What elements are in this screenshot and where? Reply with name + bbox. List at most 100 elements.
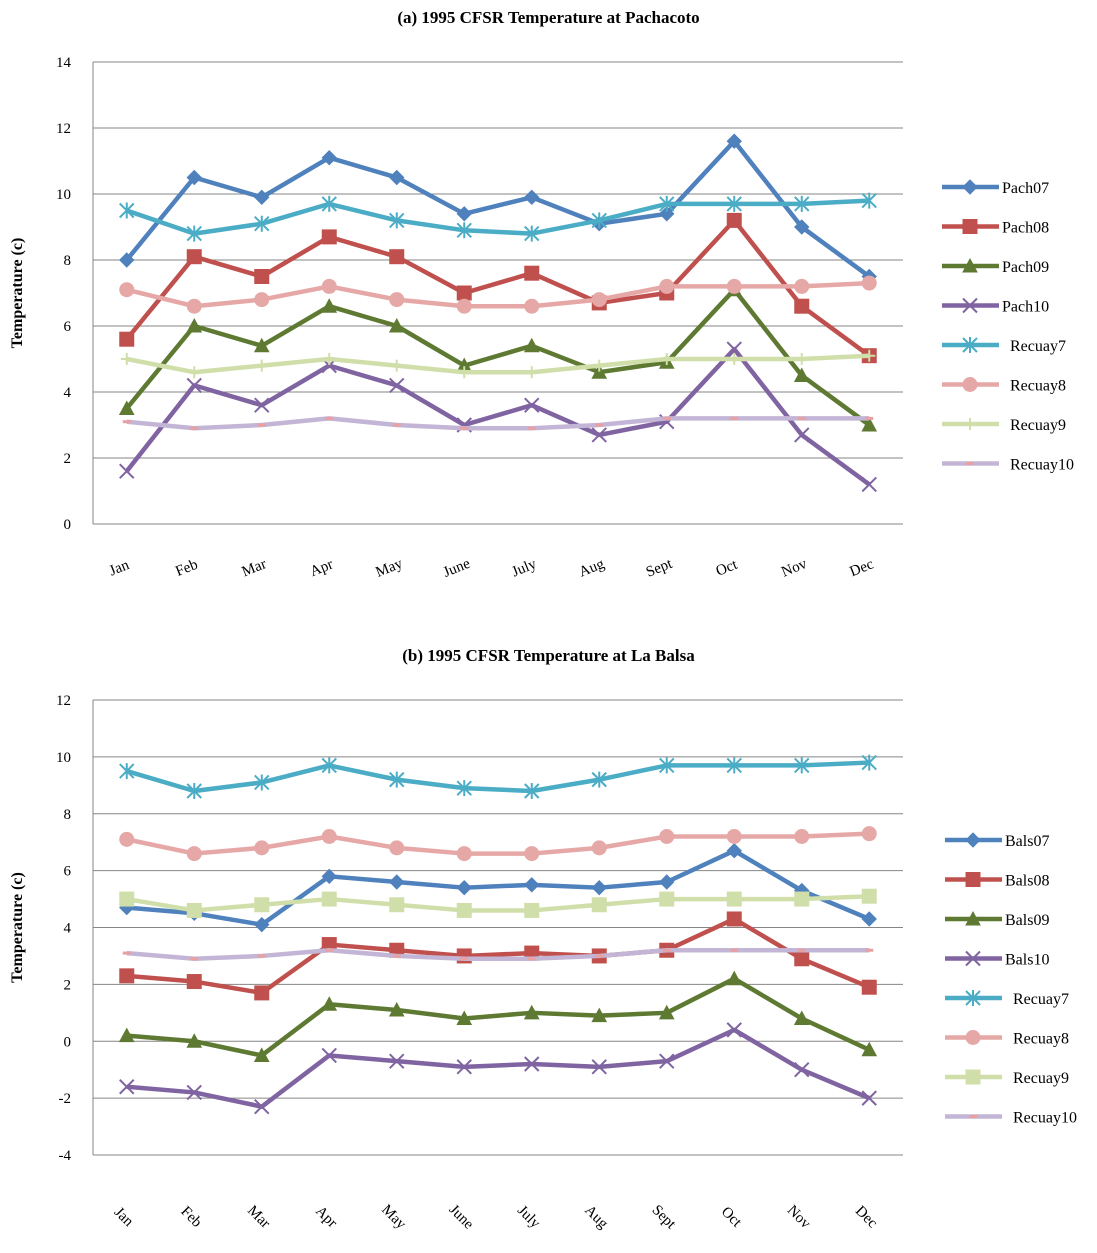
- x-tick-label: Sept: [648, 1202, 679, 1233]
- series-bals10: [119, 1022, 877, 1115]
- data-point: [527, 426, 536, 430]
- x-tick-label: Mar: [240, 556, 269, 580]
- data-point: [795, 353, 808, 365]
- data-point: [390, 359, 403, 372]
- legend-label: Pach08: [1002, 220, 1049, 237]
- data-point: [662, 416, 671, 420]
- legend-marker: [962, 219, 978, 234]
- legend-label: Bals09: [1005, 912, 1049, 929]
- x-tick-label: June: [446, 1202, 477, 1233]
- data-point: [119, 282, 135, 298]
- data-point: [254, 292, 270, 308]
- data-point: [186, 846, 202, 862]
- data-point: [794, 829, 810, 844]
- data-point: [388, 1001, 405, 1017]
- series-bals09: [118, 970, 878, 1062]
- data-point: [861, 1090, 877, 1106]
- data-point: [389, 249, 405, 265]
- x-tick-label: Apr: [308, 557, 336, 581]
- data-point: [460, 957, 469, 961]
- series-line: [126, 280, 870, 309]
- series-pach07: [119, 133, 877, 285]
- data-point: [524, 902, 540, 918]
- legend-item: Recuay7: [945, 990, 1069, 1008]
- series-recuay8: [119, 826, 877, 862]
- y-tick-label: 0: [64, 1034, 72, 1050]
- legend-label: Recuay9: [1010, 417, 1066, 434]
- y-tick-label: 8: [64, 253, 72, 269]
- data-point: [186, 249, 202, 265]
- chart-panel-la-balsa: (b) 1995 CFSR Temperature at La Balsa -4…: [0, 625, 1097, 1253]
- data-point: [389, 897, 405, 913]
- data-point: [321, 891, 337, 907]
- x-tick-label: Aug: [577, 556, 607, 581]
- data-point: [456, 780, 472, 797]
- x-tick-label: Aug: [581, 1202, 611, 1232]
- data-point: [730, 948, 739, 952]
- legend-label: Pach09: [1002, 259, 1049, 276]
- data-point: [456, 846, 472, 862]
- legend-item: Recuay10: [942, 457, 1074, 474]
- data-point: [119, 331, 135, 347]
- y-tick-label: 14: [56, 55, 72, 71]
- legend-item: Bals09: [945, 910, 1049, 929]
- data-point: [389, 874, 405, 890]
- legend-item: Bals10: [945, 950, 1049, 969]
- data-point: [861, 275, 877, 291]
- data-point: [456, 222, 472, 239]
- data-point: [456, 1059, 472, 1075]
- data-point: [460, 426, 469, 430]
- data-point: [726, 212, 742, 228]
- data-point: [726, 278, 742, 294]
- data-point: [321, 278, 337, 294]
- data-point: [794, 1061, 810, 1078]
- legend-label: Recuay10: [1010, 457, 1074, 474]
- series-line: [126, 893, 870, 913]
- series-line: [125, 138, 871, 279]
- data-point: [861, 416, 878, 432]
- y-axis-label: Temperature (c): [9, 872, 26, 983]
- legend-label: Bals10: [1005, 952, 1049, 969]
- legend-item: Bals08: [945, 872, 1049, 890]
- legend-marker: [965, 910, 981, 926]
- data-point: [794, 427, 810, 443]
- data-point: [186, 317, 203, 333]
- series-recuay10: [122, 416, 874, 431]
- data-point: [186, 225, 202, 242]
- data-point: [190, 426, 199, 430]
- y-tick-label: 4: [64, 921, 72, 937]
- data-point: [726, 195, 742, 212]
- data-point: [863, 349, 876, 362]
- chart-title: (b) 1995 CFSR Temperature at La Balsa: [402, 646, 695, 665]
- series-line: [126, 976, 871, 1058]
- data-point: [392, 954, 401, 958]
- y-tick-label: 0: [64, 517, 72, 533]
- legend-marker: [964, 418, 976, 430]
- data-point: [659, 874, 675, 890]
- y-tick-label: 12: [56, 693, 71, 709]
- data-point: [255, 359, 268, 372]
- data-point: [662, 948, 671, 952]
- data-point: [591, 1007, 608, 1023]
- gridlines: [93, 699, 903, 1099]
- legend-item: Pach09: [942, 257, 1049, 276]
- data-point: [524, 1056, 540, 1072]
- data-point: [253, 1047, 270, 1062]
- x-tick-label: Oct: [718, 1204, 745, 1231]
- data-point: [321, 298, 338, 313]
- data-point: [865, 416, 874, 420]
- y-tick-label: 8: [64, 807, 72, 823]
- series-line: [126, 831, 870, 856]
- legend-marker: [962, 297, 978, 314]
- data-point: [527, 957, 536, 961]
- legend: Pach07 Pach08 Pach09 Pach10 Recuay7 Recuay8 Re…: [942, 179, 1074, 474]
- data-point: [861, 979, 877, 995]
- series-line: [126, 760, 870, 794]
- data-point: [254, 916, 270, 933]
- data-point: [659, 195, 675, 212]
- x-tick-label: May: [378, 1202, 409, 1233]
- x-tick-label: Nov: [784, 1202, 814, 1232]
- data-point: [794, 278, 810, 294]
- data-point: [794, 219, 810, 235]
- legend-label: Recuay8: [1013, 1031, 1069, 1048]
